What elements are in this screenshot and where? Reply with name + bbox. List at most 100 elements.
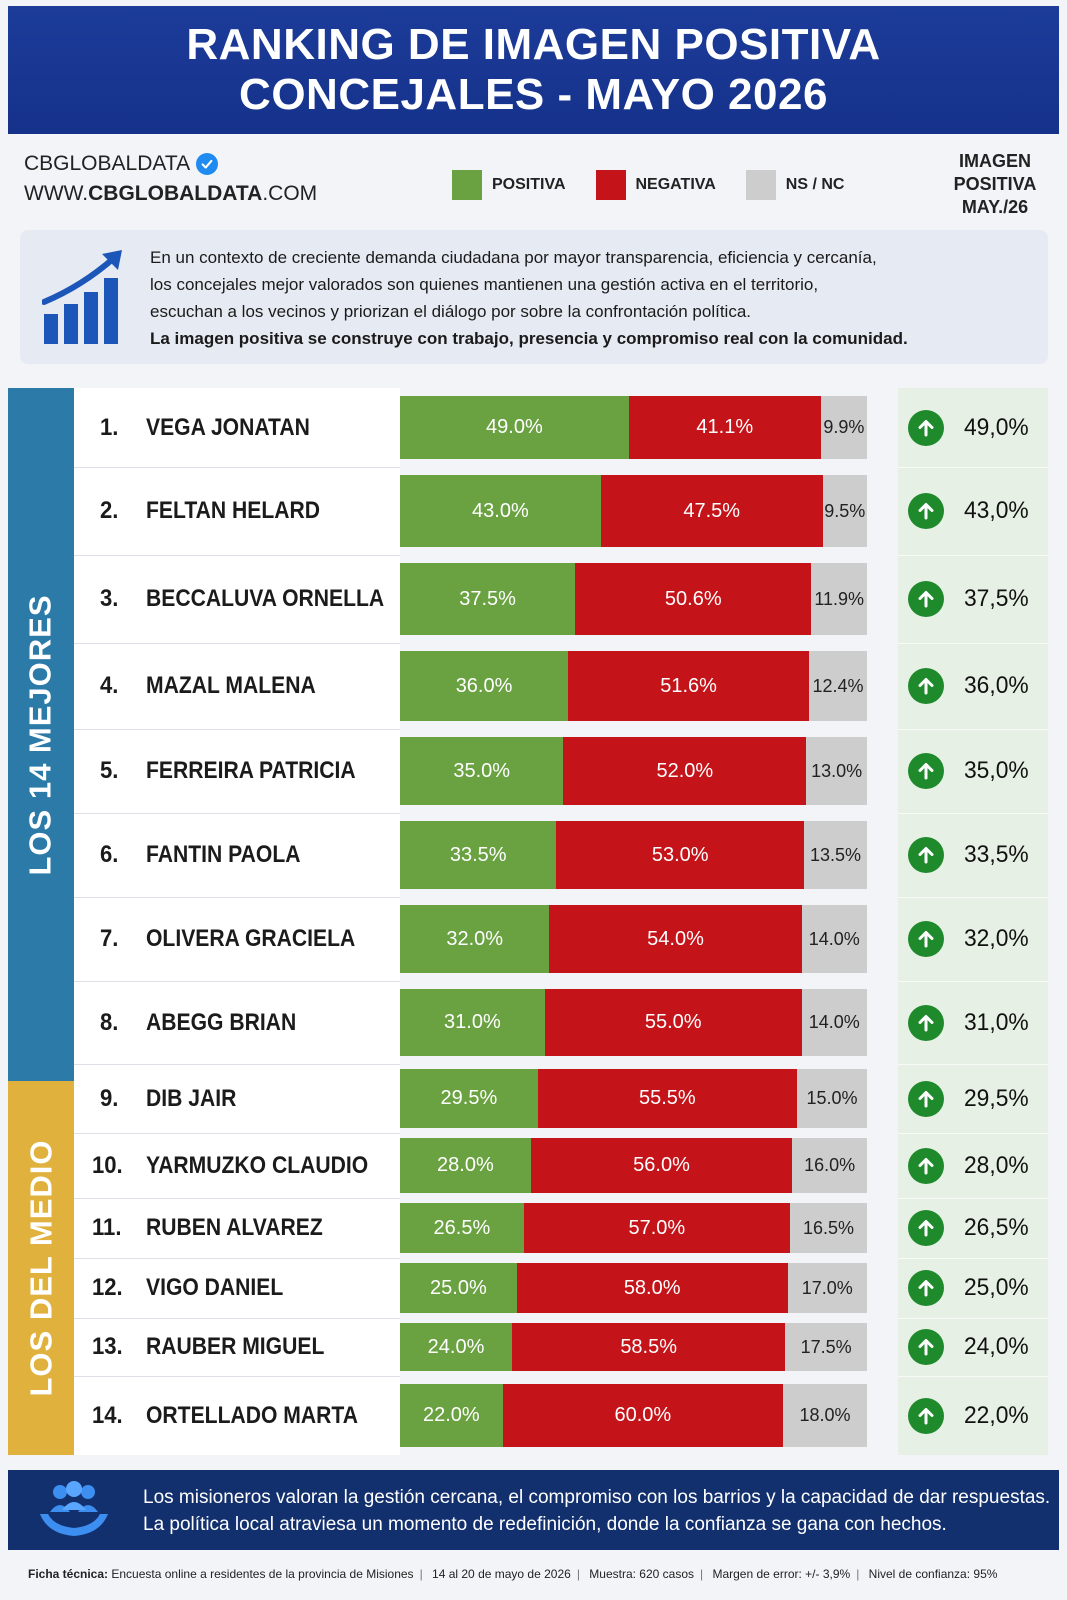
candidate-name: VEGA JONATAN xyxy=(146,413,310,441)
up-arrow-icon xyxy=(908,753,944,789)
bar-nsnc: 11.9% xyxy=(811,563,867,635)
names-column xyxy=(74,388,400,1455)
verified-badge-icon xyxy=(196,153,219,175)
bar-positive: 35.0% xyxy=(400,737,564,805)
image-positive-value: 49,0% xyxy=(964,413,1029,441)
page-title-line1: RANKING DE IMAGEN POSITIVA xyxy=(186,20,881,69)
up-arrow-icon xyxy=(908,668,944,704)
bar-negative: 55.0% xyxy=(544,989,802,1056)
technical-sheet-method: Encuesta online a residentes de la provi… xyxy=(111,1567,414,1581)
image-row-separator xyxy=(898,555,1048,556)
image-positive-value: 28,0% xyxy=(964,1151,1029,1179)
up-arrow-icon xyxy=(908,581,944,617)
candidate-name: RUBEN ALVAREZ xyxy=(146,1214,323,1241)
row-separator xyxy=(74,1376,400,1377)
image-positive-value: 33,5% xyxy=(964,841,1029,868)
rank-number: 12. xyxy=(92,1274,123,1301)
row-separator xyxy=(74,813,400,814)
image-positive-value: 32,0% xyxy=(964,925,1029,952)
context-line3: escuchan a los vecinos y priorizan el di… xyxy=(150,302,752,321)
legend-swatch-negative xyxy=(595,170,626,200)
bar-nsnc: 16.0% xyxy=(792,1138,867,1193)
bar-negative: 58.5% xyxy=(512,1323,786,1371)
row-separator xyxy=(74,467,400,468)
bar-nsnc: 9.5% xyxy=(822,475,867,547)
row-separator xyxy=(74,555,400,556)
up-arrow-icon xyxy=(908,493,944,529)
candidate-name: YARMUZKO CLAUDIO xyxy=(146,1151,369,1179)
image-row-separator xyxy=(898,1064,1048,1065)
bar-nsnc: 17.0% xyxy=(787,1263,867,1313)
image-header-line3: MAY./26 xyxy=(961,197,1029,217)
bar-negative: 47.5% xyxy=(600,475,823,547)
technical-sheet-margin: Margen de error: +/- 3,9% xyxy=(712,1567,851,1581)
candidate-name: VIGO DANIEL xyxy=(146,1274,284,1301)
bar-negative: 50.6% xyxy=(575,563,812,635)
rank-number: 13. xyxy=(92,1333,123,1360)
bar-nsnc: 17.5% xyxy=(785,1323,867,1371)
candidate-name: FANTIN PAOLA xyxy=(146,841,301,868)
bar-positive: 26.5% xyxy=(400,1203,524,1253)
image-row-separator xyxy=(898,897,1048,898)
image-row-separator xyxy=(898,467,1048,468)
bar-positive: 32.0% xyxy=(400,905,550,973)
context-line4: La imagen positiva se construye con trab… xyxy=(150,329,908,348)
footer-banner: Los misioneros valoran la gestión cercan… xyxy=(8,1470,1059,1550)
row-separator xyxy=(74,981,400,982)
bar-negative: 51.6% xyxy=(568,651,810,721)
rank-number: 2. xyxy=(100,497,119,524)
technical-sheet-sample: Muestra: 620 casos xyxy=(589,1567,694,1581)
image-positive-value: 25,0% xyxy=(964,1274,1029,1301)
bar-nsnc: 18.0% xyxy=(782,1384,867,1447)
candidate-name: FELTAN HELARD xyxy=(146,497,321,524)
up-arrow-icon xyxy=(908,1210,944,1246)
group-label-mid: LOS DEL MEDIO xyxy=(23,1139,59,1397)
technical-sheet-confidence: Nivel de confianza: 95% xyxy=(868,1567,998,1581)
image-positive-value: 26,5% xyxy=(964,1214,1029,1241)
row-separator xyxy=(74,1133,400,1134)
brand-name-row: CBGLOBALDATA xyxy=(24,152,317,176)
brand-website[interactable]: WWW.CBGLOBALDATA.COM xyxy=(24,182,318,205)
legend-label-positive: POSITIVA xyxy=(492,176,566,193)
context-text: En un contexto de creciente demanda ciud… xyxy=(150,244,1030,352)
technical-sheet-label: Ficha técnica: xyxy=(28,1567,109,1581)
bar-negative: 54.0% xyxy=(549,905,802,973)
footer-text: Los misioneros valoran la gestión cercan… xyxy=(143,1484,1050,1538)
image-row-separator xyxy=(898,1318,1048,1319)
bar-positive: 24.0% xyxy=(400,1323,513,1371)
candidate-name: DIB JAIR xyxy=(146,1084,237,1112)
page-title-line2: CONCEJALES - MAYO 2026 xyxy=(239,70,828,119)
bar-nsnc: 14.0% xyxy=(801,989,867,1056)
candidate-name: FERREIRA PATRICIA xyxy=(146,757,356,784)
image-row-separator xyxy=(898,1133,1048,1134)
legend-item-nsnc: NS / NC xyxy=(745,170,844,200)
image-row-separator xyxy=(898,1258,1048,1259)
row-separator xyxy=(74,1064,400,1065)
rank-number: 4. xyxy=(100,672,119,699)
image-positive-value: 24,0% xyxy=(964,1333,1029,1360)
candidate-name: MAZAL MALENA xyxy=(146,672,316,699)
community-hands-icon xyxy=(40,1481,108,1536)
bar-negative: 55.5% xyxy=(537,1069,797,1128)
up-arrow-icon xyxy=(908,409,944,446)
image-header-line1: IMAGEN xyxy=(959,151,1031,171)
row-separator xyxy=(74,1318,400,1319)
image-positive-value: 36,0% xyxy=(964,672,1029,699)
rank-number: 11. xyxy=(92,1214,122,1241)
bar-positive: 33.5% xyxy=(400,821,557,889)
legend-item-negative: NEGATIVA xyxy=(595,170,716,200)
up-arrow-icon xyxy=(908,1329,944,1365)
bar-negative: 57.0% xyxy=(523,1203,790,1253)
bar-negative: 41.1% xyxy=(628,396,821,459)
footer-line2: La política local atraviesa un momento d… xyxy=(143,1514,947,1535)
image-header-line2: POSITIVA xyxy=(953,174,1037,194)
candidate-name: ABEGG BRIAN xyxy=(146,1008,297,1036)
bar-negative: 60.0% xyxy=(502,1384,783,1447)
row-separator xyxy=(74,1198,400,1199)
bar-nsnc: 16.5% xyxy=(789,1203,867,1253)
rank-number: 1. xyxy=(100,413,119,441)
bar-nsnc: 12.4% xyxy=(809,651,867,721)
bar-positive: 36.0% xyxy=(400,651,569,721)
up-arrow-icon xyxy=(908,1004,944,1041)
bar-nsnc: 13.0% xyxy=(806,737,867,805)
